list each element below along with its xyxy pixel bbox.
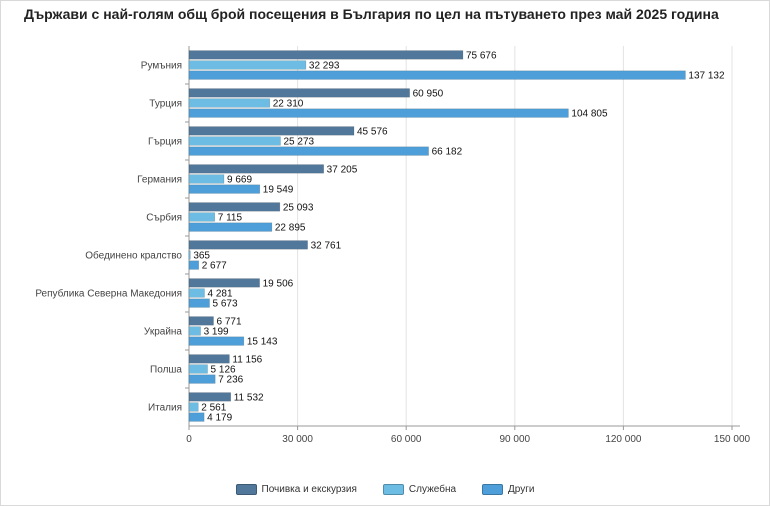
bar-value-label: 365	[193, 251, 210, 262]
chart-legend: Почивка и екскурзия Служебна Други	[0, 484, 770, 495]
bar-value-label: 7 236	[218, 375, 243, 386]
bar	[188, 60, 307, 70]
bar	[188, 126, 355, 136]
bar	[188, 250, 191, 260]
bar-value-label: 32 761	[311, 240, 342, 251]
bar	[188, 50, 464, 60]
bar-value-label: 5 126	[211, 365, 236, 376]
bar-value-label: 5 673	[213, 299, 238, 310]
bar	[188, 278, 260, 288]
bar	[188, 222, 273, 232]
bar	[188, 316, 214, 326]
legend-label: Други	[508, 484, 535, 495]
bar-value-label: 137 132	[688, 71, 725, 82]
category-label: Румъния	[141, 61, 182, 72]
x-tick-label: 150 000	[714, 434, 751, 445]
bar	[188, 98, 271, 108]
bar	[188, 212, 216, 222]
category-label: Сърбия	[146, 212, 182, 224]
chart-title: Държави с най-голям общ брой посещения в…	[24, 6, 719, 22]
bar	[188, 184, 261, 194]
bar-value-label: 7 115	[218, 213, 243, 224]
legend-item[interactable]: Други	[482, 484, 535, 495]
bar-value-label: 45 576	[357, 126, 388, 137]
bar	[188, 70, 686, 80]
bar	[188, 392, 232, 402]
category-label: Република Северна Македония	[35, 288, 182, 300]
bar	[188, 108, 569, 118]
category-label: Гърция	[148, 137, 182, 148]
legend-item[interactable]: Почивка и екскурзия	[235, 484, 357, 495]
bar	[188, 374, 216, 384]
category-label: Полша	[150, 365, 182, 376]
legend-swatch	[382, 484, 404, 495]
bar-value-label: 15 143	[247, 337, 278, 348]
bar-value-label: 37 205	[327, 164, 358, 175]
bar-value-label: 25 093	[283, 202, 314, 213]
bar	[188, 240, 308, 250]
bar	[188, 136, 281, 146]
category-label: Турция	[149, 99, 182, 110]
legend-label: Служебна	[408, 484, 457, 495]
bar	[188, 260, 199, 270]
bar-value-label: 2 677	[202, 261, 227, 272]
bar	[188, 298, 210, 308]
legend-swatch	[482, 484, 504, 495]
bar-value-label: 25 273	[283, 137, 314, 148]
bar-value-label: 11 156	[232, 354, 262, 365]
bar	[188, 354, 230, 364]
bar-value-label: 22 310	[273, 99, 304, 110]
legend-item[interactable]: Служебна	[382, 484, 457, 495]
bar	[188, 288, 205, 298]
bar-value-label: 22 895	[275, 223, 306, 234]
bar	[188, 412, 205, 422]
bar	[188, 174, 225, 184]
legend-label: Почивка и екскурзия	[261, 484, 357, 495]
category-label: Обединено кралство	[85, 250, 182, 262]
bar-value-label: 75 676	[466, 50, 497, 61]
bar-value-label: 3 199	[204, 327, 229, 338]
bar	[188, 88, 410, 98]
category-label: Германия	[137, 175, 182, 186]
bar-value-label: 60 950	[413, 88, 444, 99]
bar-value-label: 4 179	[207, 413, 232, 424]
bar-value-label: 2 561	[201, 403, 226, 414]
bar-value-label: 19 549	[263, 185, 294, 196]
legend-swatch	[235, 484, 257, 495]
bar	[188, 202, 281, 212]
bar	[188, 364, 208, 374]
category-label: Италия	[148, 403, 182, 414]
x-tick-label: 90 000	[500, 434, 531, 445]
bar	[188, 146, 429, 156]
x-tick-label: 30 000	[282, 434, 313, 445]
category-label: Украйна	[144, 327, 183, 338]
bar	[188, 336, 245, 346]
bar-value-label: 9 669	[227, 175, 252, 186]
bar-value-label: 32 293	[309, 61, 340, 72]
bar	[188, 402, 199, 412]
bar-value-label: 11 532	[234, 392, 264, 403]
bar-value-label: 66 182	[432, 147, 463, 158]
bar-value-label: 19 506	[263, 278, 294, 289]
bar-value-label: 104 805	[571, 109, 608, 120]
x-tick-label: 120 000	[605, 434, 642, 445]
x-tick-label: 60 000	[391, 434, 422, 445]
bar-value-label: 6 771	[217, 316, 242, 327]
bar-value-label: 4 281	[207, 289, 232, 300]
bar	[188, 164, 324, 174]
x-tick-label: 0	[186, 434, 192, 445]
bar	[188, 326, 201, 336]
